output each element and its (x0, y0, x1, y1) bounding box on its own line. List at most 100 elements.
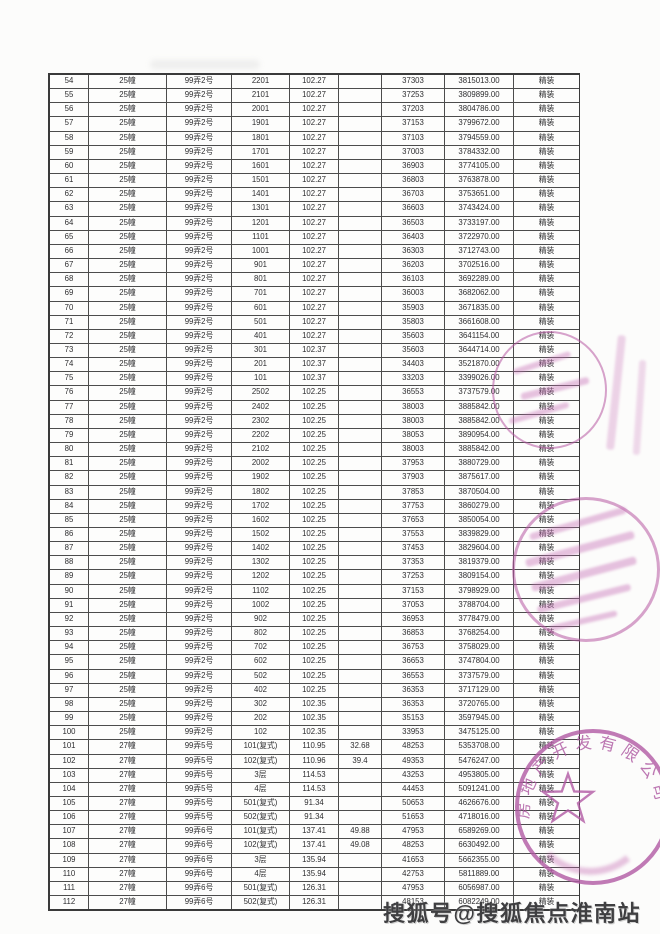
table-cell: 99弄2号 (167, 273, 232, 287)
table-cell: 37153 (382, 117, 445, 131)
table-cell: 111 (50, 881, 89, 896)
table-cell: 3717129.00 (445, 683, 514, 697)
table-cell: 99弄2号 (167, 216, 232, 230)
table-cell: 101 (232, 372, 290, 386)
table-cell: 112 (50, 896, 89, 910)
table-cell: 99弄2号 (167, 372, 232, 386)
table-cell: 101(复式) (232, 740, 290, 754)
table-cell: 74 (50, 358, 89, 372)
table-cell: 25幢 (89, 712, 167, 726)
table-cell: 602 (232, 655, 290, 669)
table-cell: 25幢 (89, 287, 167, 301)
table-cell: 94 (50, 641, 89, 655)
table-cell: 36353 (382, 697, 445, 712)
table-cell: 99弄5号 (167, 811, 232, 825)
table-cell: 3737579.00 (445, 386, 514, 400)
table-cell: 102.27 (290, 259, 339, 273)
table-cell (339, 159, 382, 174)
table-cell: 精装 (538, 189, 555, 199)
table-cell: 48253 (382, 839, 445, 853)
table-cell: 110.95 (290, 740, 339, 754)
table-cell (339, 287, 382, 301)
table-cell: 3737579.00 (445, 669, 514, 683)
table-cell: 502 (232, 669, 290, 683)
table-row: 83 25幢 99弄2号 1802 102.25 37853 3870504.00 精装 (50, 485, 579, 500)
table-cell: 1902 (232, 471, 290, 485)
table-cell: 25幢 (89, 75, 167, 89)
table-cell: 102.27 (290, 244, 339, 259)
table-cell: 51653 (382, 811, 445, 825)
table-row: 57 25幢 99弄2号 1901 102.27 37153 3799672.00 精装 (50, 117, 579, 132)
table-cell: 102.27 (290, 103, 339, 117)
table-cell: 78 (50, 414, 89, 428)
table-cell: 27幢 (89, 881, 167, 896)
table-cell: 99弄2号 (167, 471, 232, 485)
table-cell: 4953805.00 (445, 768, 514, 782)
table-row: 69 25幢 99弄2号 701 102.27 36003 3682062.00 精装 (50, 287, 579, 302)
table-cell: 精装 (538, 613, 555, 623)
table-cell: 302 (232, 697, 290, 712)
table-cell: 37003 (382, 145, 445, 159)
table-cell: 62 (50, 188, 89, 202)
table-cell: 99弄6号 (167, 825, 232, 839)
table-row: 59 25幢 99弄2号 1701 102.27 37003 3784332.00 精装 (50, 145, 579, 160)
table-cell: 37653 (382, 513, 445, 527)
table-cell: 99弄2号 (167, 457, 232, 471)
table-cell: 37753 (382, 499, 445, 513)
table-cell: 102.27 (290, 230, 339, 244)
table-cell (339, 655, 382, 669)
table-cell: 25幢 (89, 697, 167, 712)
table-cell: 25幢 (89, 612, 167, 627)
table-cell: 1202 (232, 570, 290, 584)
table-cell: 25幢 (89, 556, 167, 570)
table-cell: 精装 (538, 543, 555, 553)
table-cell (339, 712, 382, 726)
table-cell: 90 (50, 584, 89, 598)
table-cell: 902 (232, 612, 290, 627)
table-cell: 101 (50, 740, 89, 754)
table-cell: 25幢 (89, 174, 167, 188)
table-cell: 36503 (382, 216, 445, 230)
table-cell: 2402 (232, 400, 290, 414)
table-cell (339, 896, 382, 910)
table-cell: 102.25 (290, 598, 339, 612)
table-cell: 2002 (232, 457, 290, 471)
table-cell: 32.68 (339, 740, 382, 754)
table-cell: 37303 (382, 75, 445, 89)
table-cell: 61 (50, 174, 89, 188)
table-row: 103 27幢 99弄5号 3层 114.53 43253 4953805.00 精装 (50, 768, 579, 783)
table-cell: 25幢 (89, 513, 167, 527)
table-cell: 99 (50, 712, 89, 726)
table-cell (339, 329, 382, 343)
table-cell: 3794559.00 (445, 131, 514, 145)
table-cell: 102.25 (290, 414, 339, 428)
table-cell: 27幢 (89, 853, 167, 867)
table-cell: 202 (232, 712, 290, 726)
table-cell: 37353 (382, 556, 445, 570)
table-cell: 99弄2号 (167, 528, 232, 542)
table-cell: 3890954.00 (445, 428, 514, 443)
table-cell (339, 811, 382, 825)
table-cell: 6082249.00 (445, 896, 514, 910)
table-row: 100 25幢 99弄2号 102 102.35 33953 3475125.00 精装 (50, 726, 579, 741)
table-cell: 106 (50, 811, 89, 825)
table-cell (339, 103, 382, 117)
table-cell: 71 (50, 315, 89, 329)
table-cell: 3758029.00 (445, 641, 514, 655)
table-cell: 3804786.00 (445, 103, 514, 117)
table-cell: 精装 (538, 160, 555, 170)
table-cell: 107 (50, 825, 89, 839)
table-cell: 25幢 (89, 443, 167, 457)
table-cell: 99弄2号 (167, 358, 232, 372)
table-row: 74 25幢 99弄2号 201 102.37 34403 3521870.00 精装 (50, 358, 579, 373)
table-cell: 25幢 (89, 528, 167, 542)
table-cell: 59 (50, 145, 89, 159)
table-row: 96 25幢 99弄2号 502 102.25 36553 3737579.00 精装 (50, 669, 579, 684)
table-cell: 69 (50, 287, 89, 301)
table-cell: 精装 (538, 897, 555, 907)
table-cell: 25幢 (89, 570, 167, 584)
table-cell: 1801 (232, 131, 290, 145)
table-cell: 1602 (232, 513, 290, 527)
table-cell: 3774105.00 (445, 159, 514, 174)
table-row: 58 25幢 99弄2号 1801 102.27 37103 3794559.00 精装 (50, 131, 579, 146)
